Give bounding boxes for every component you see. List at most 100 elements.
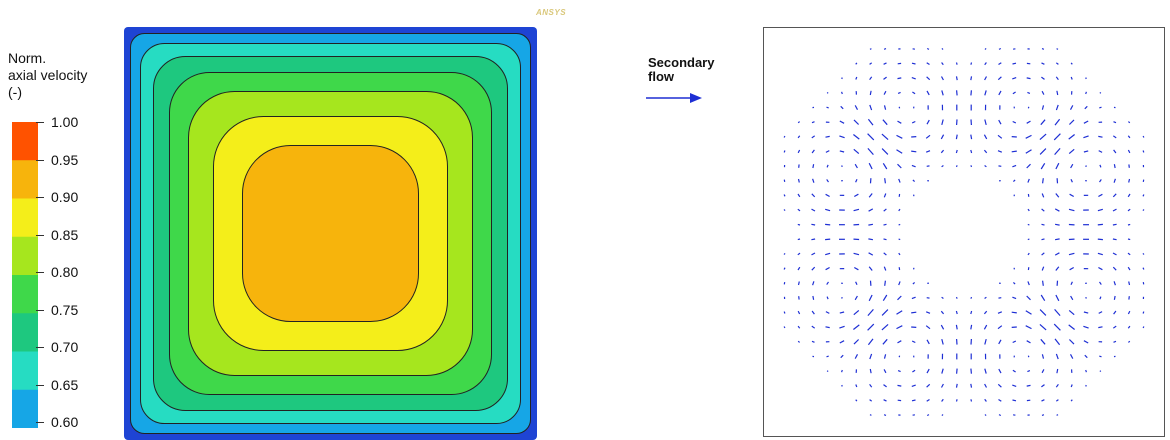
velocity-vector — [957, 369, 958, 374]
velocity-vector — [1055, 239, 1060, 240]
velocity-vector — [870, 91, 871, 95]
colorbar-tick-label: 0.90 — [51, 189, 78, 205]
velocity-vector — [957, 76, 958, 80]
velocity-vector — [784, 253, 785, 254]
velocity-vector — [1042, 239, 1045, 240]
velocity-vector — [1057, 369, 1058, 373]
colorbar-title: Norm. axial velocity (-) — [8, 50, 87, 101]
colorbar-tick-label: 0.70 — [51, 339, 78, 355]
velocity-vector — [1100, 371, 1101, 372]
velocity-vector — [885, 281, 886, 286]
velocity-vector — [813, 296, 814, 300]
velocity-vector — [971, 369, 972, 374]
velocity-vector — [784, 136, 785, 137]
velocity-vector — [1099, 356, 1101, 357]
velocity-vector — [957, 63, 958, 65]
velocity-vector — [813, 164, 814, 168]
velocity-vector — [898, 78, 902, 79]
colorbar-tick-label: 0.95 — [51, 152, 78, 168]
colorbar-tick — [36, 122, 44, 123]
velocity-vector — [1143, 210, 1144, 211]
velocity-vector — [1143, 151, 1144, 153]
colorbar-title-line: (-) — [8, 84, 87, 101]
velocity-vector — [942, 48, 943, 49]
velocity-vector — [911, 151, 916, 152]
velocity-vector — [1113, 239, 1117, 240]
velocity-vector — [971, 311, 972, 314]
vector-plot-frame — [764, 28, 1165, 437]
velocity-vector — [899, 224, 901, 225]
velocity-vector — [1042, 415, 1044, 416]
secondary-flow-arrow-icon — [646, 92, 702, 104]
velocity-vector — [927, 49, 929, 50]
colorbar-tick-label: 1.00 — [51, 114, 78, 130]
velocity-vector — [985, 415, 986, 416]
velocity-vector — [957, 297, 958, 299]
velocity-vector — [784, 268, 785, 270]
velocity-vector — [999, 415, 1001, 416]
velocity-vector — [971, 150, 972, 153]
colorbar-tick — [36, 272, 44, 273]
velocity-vector — [1028, 224, 1030, 225]
velocity-vector — [1098, 136, 1102, 137]
velocity-vector — [957, 384, 958, 388]
velocity-vector — [912, 400, 916, 401]
velocity-vector — [971, 165, 972, 167]
velocity-vector — [827, 92, 828, 93]
colorbar-tick-label: 0.75 — [51, 302, 78, 318]
colorbar-tick — [36, 347, 44, 348]
velocity-vector — [1114, 296, 1115, 300]
velocity-vector — [825, 239, 830, 240]
velocity-vector — [899, 239, 901, 240]
colorbar-band — [12, 275, 38, 314]
velocity-vector — [1098, 224, 1103, 225]
velocity-vector — [885, 178, 886, 183]
velocity-vector — [1143, 312, 1144, 314]
velocity-vector — [956, 311, 957, 314]
velocity-vector — [799, 179, 800, 183]
velocity-vector — [1114, 164, 1115, 168]
velocity-vector — [1012, 312, 1017, 313]
velocity-vector — [1143, 195, 1144, 197]
velocity-vector — [1143, 136, 1144, 137]
velocity-vector — [884, 49, 886, 50]
colorbar-tick-label: 0.80 — [51, 264, 78, 280]
velocity-vector — [784, 151, 785, 153]
velocity-vector — [956, 150, 957, 153]
velocity-vector — [971, 297, 972, 299]
velocity-vector — [971, 399, 972, 401]
velocity-vector — [1057, 415, 1058, 416]
velocity-vector — [868, 224, 873, 225]
colorbar-tick — [36, 235, 44, 236]
velocity-vector — [842, 92, 843, 94]
velocity-vector — [1086, 92, 1087, 94]
secondary-flow-vector-plot — [763, 27, 1165, 437]
velocity-vector — [1013, 63, 1017, 64]
colorbar-tick — [36, 385, 44, 386]
velocity-vector — [826, 136, 830, 137]
velocity-vector — [784, 327, 785, 328]
colorbar-band — [12, 313, 38, 352]
velocity-vector — [870, 49, 871, 50]
velocity-vector — [870, 415, 871, 416]
velocity-vector — [784, 210, 785, 211]
velocity-vector — [1027, 385, 1031, 386]
velocity-vector — [957, 165, 958, 167]
velocity-vector — [1013, 400, 1017, 401]
velocity-vector — [1098, 327, 1102, 328]
velocity-vector — [971, 76, 972, 80]
velocity-vector — [971, 135, 972, 140]
velocity-vector — [1113, 224, 1117, 225]
secondary-flow-label-line: flow — [648, 70, 714, 84]
colorbar-band — [12, 199, 38, 238]
colorbar-tick — [36, 422, 44, 423]
velocity-vector — [1012, 151, 1017, 152]
velocity-vector — [1043, 281, 1044, 286]
colorbar-band — [12, 390, 38, 428]
colorbar-tick-label: 0.60 — [51, 414, 78, 430]
velocity-vector — [842, 370, 843, 372]
velocity-vector — [811, 224, 815, 225]
velocity-vector — [870, 369, 871, 373]
velocity-vector — [825, 224, 830, 225]
colorbar-tick — [36, 310, 44, 311]
